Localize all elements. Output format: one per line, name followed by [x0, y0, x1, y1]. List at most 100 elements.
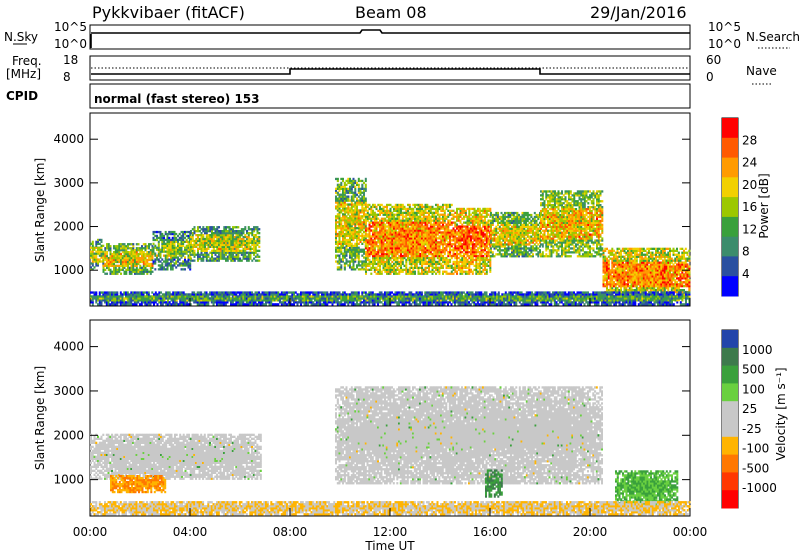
- heatmap-cell: [106, 257, 108, 259]
- heatmap-cell: [131, 247, 133, 249]
- heatmap-cell: [229, 256, 231, 258]
- heatmap-cell: [154, 253, 156, 255]
- heatmap-cell: [246, 252, 248, 254]
- heatmap-cell: [113, 245, 115, 247]
- heatmap-cell: [250, 248, 252, 250]
- heatmap-cell: [168, 262, 170, 264]
- heatmap-cell: [103, 265, 105, 267]
- heatmap-cell: [148, 255, 150, 257]
- heatmap-cell: [124, 261, 126, 263]
- heatmap-cell: [239, 232, 241, 234]
- heatmap-cell: [211, 260, 213, 262]
- heatmap-cell: [146, 261, 148, 263]
- heatmap-cell: [232, 260, 234, 262]
- heatmap-cell: [190, 242, 192, 244]
- heatmap-cell: [172, 249, 174, 251]
- heatmap-cell: [215, 240, 217, 242]
- heatmap-cell: [120, 243, 122, 245]
- heatmap-cell: [156, 231, 158, 233]
- heatmap-cell: [225, 226, 227, 228]
- heatmap-cell: [139, 265, 141, 267]
- heatmap-cell: [101, 249, 103, 251]
- heatmap-cell: [246, 230, 248, 232]
- noise-tick-right-high: 10^5: [708, 20, 741, 34]
- heatmap-cell: [225, 244, 227, 246]
- heatmap-cell: [190, 238, 192, 240]
- heatmap-cell: [141, 269, 143, 271]
- station-title: Pykkvibaer (fitACF): [92, 3, 245, 22]
- heatmap-cell: [243, 236, 245, 238]
- heatmap-cell: [138, 263, 140, 265]
- heatmap-cell: [138, 257, 140, 259]
- noise-trace: [91, 30, 690, 33]
- heatmap-cell: [222, 234, 224, 236]
- heatmap-cell: [190, 236, 192, 238]
- heatmap-cell: [236, 256, 238, 258]
- heatmap-cell: [168, 264, 170, 266]
- heatmap-cell: [194, 240, 196, 242]
- heatmap-cell: [222, 242, 224, 244]
- heatmap-cell: [153, 239, 155, 241]
- heatmap-cell: [236, 242, 238, 244]
- heatmap-cell: [92, 264, 94, 266]
- heatmap-cell: [208, 238, 210, 240]
- heatmap-cell: [120, 247, 122, 249]
- heatmap-cell: [197, 254, 199, 256]
- heatmap-cell: [110, 255, 112, 257]
- heatmap-cell: [97, 253, 99, 255]
- heatmap-cell: [194, 250, 196, 252]
- heatmap-cell: [90, 266, 92, 268]
- heatmap-cell: [179, 255, 181, 257]
- heatmap-cell: [232, 244, 234, 246]
- heatmap-cell: [179, 245, 181, 247]
- heatmap-cell: [190, 248, 192, 250]
- heatmap-cell: [94, 255, 96, 257]
- heatmap-cell: [110, 251, 112, 253]
- heatmap-cell: [167, 266, 169, 268]
- heatmap-cell: [158, 245, 160, 247]
- heatmap-cell: [208, 244, 210, 246]
- heatmap-cell: [179, 253, 181, 255]
- heatmap-cell: [145, 269, 147, 271]
- heatmap-cell: [160, 233, 162, 235]
- heatmap-cell: [156, 239, 158, 241]
- heatmap-cell: [124, 257, 126, 259]
- heatmap-cell: [160, 264, 162, 266]
- heatmap-cell: [97, 247, 99, 249]
- heatmap-cell: [131, 261, 133, 263]
- noise-tick-right-low: 10^0: [708, 37, 741, 51]
- heatmap-cell: [134, 249, 136, 251]
- heatmap-cell: [186, 245, 188, 247]
- nave-tick-low: 0: [706, 70, 714, 84]
- heatmap-cell: [211, 250, 213, 252]
- heatmap-cell: [182, 231, 184, 233]
- heatmap-cell: [186, 235, 188, 237]
- heatmap-cell: [237, 226, 239, 228]
- heatmap-cell: [172, 245, 174, 247]
- heatmap-cell: [201, 258, 203, 260]
- heatmap-cell: [124, 263, 126, 265]
- heatmap-cell: [148, 251, 150, 253]
- heatmap-cell: [248, 260, 250, 262]
- heatmap-cell: [152, 255, 154, 257]
- heatmap-cell: [232, 248, 234, 250]
- heatmap-cell: [243, 242, 245, 244]
- heatmap-cell: [218, 256, 220, 258]
- heatmap-cell: [132, 245, 134, 247]
- heatmap-cell: [229, 228, 231, 230]
- heatmap-cell: [222, 254, 224, 256]
- heatmap-cell: [215, 244, 217, 246]
- nsky-label: N.Sky: [4, 30, 38, 44]
- heatmap-cell: [132, 243, 134, 245]
- heatmap-cell: [232, 232, 234, 234]
- heatmap-cell: [186, 249, 188, 251]
- heatmap-cell: [194, 254, 196, 256]
- heatmap-cell: [236, 238, 238, 240]
- heatmap-cell: [211, 228, 213, 230]
- heatmap-cell: [124, 255, 126, 257]
- heatmap-cell: [208, 228, 210, 230]
- heatmap-cell: [175, 233, 177, 235]
- heatmap-cell: [145, 261, 147, 263]
- heatmap-cell: [232, 228, 234, 230]
- heatmap-cell: [184, 237, 186, 239]
